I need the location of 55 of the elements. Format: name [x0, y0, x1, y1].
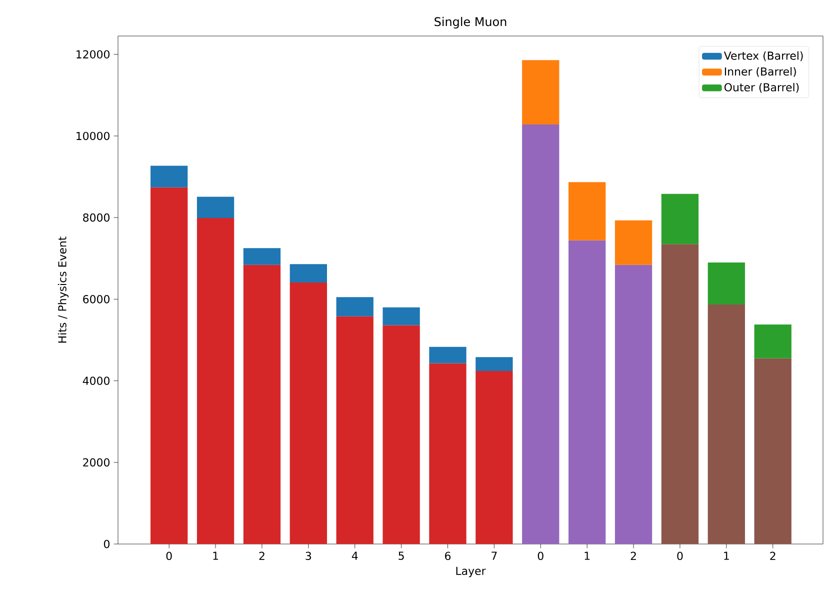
y-tick-label: 0 — [104, 540, 110, 548]
bar — [290, 264, 327, 282]
bar — [522, 124, 560, 544]
legend-label: Vertex (Barrel) — [724, 51, 803, 62]
y-tick-label: 10000 — [76, 132, 110, 140]
bar — [754, 358, 792, 544]
chart-title: Single Muon — [434, 16, 506, 28]
x-tick-label: 5 — [398, 552, 404, 560]
bar — [150, 166, 188, 188]
x-tick-label: 0 — [538, 552, 544, 560]
bar — [754, 324, 792, 358]
bar — [708, 304, 745, 544]
bar — [429, 346, 466, 364]
bar — [708, 262, 745, 304]
bar — [476, 357, 513, 371]
bar — [150, 187, 188, 544]
x-tick-label: 4 — [352, 552, 358, 560]
x-tick-label: 0 — [166, 552, 172, 560]
x-tick-label: 2 — [630, 552, 636, 560]
bar — [614, 264, 652, 544]
bar — [476, 370, 513, 544]
x-tick-label: 2 — [770, 552, 776, 560]
y-tick-label: 4000 — [82, 376, 110, 385]
bar — [290, 282, 327, 544]
legend-label: Outer (Barrel) — [724, 82, 799, 93]
x-tick-label: 1 — [584, 552, 590, 560]
legend-label: Inner (Barrel) — [724, 67, 796, 77]
x-tick-label: 6 — [445, 552, 451, 560]
y-tick-label: 12000 — [76, 50, 110, 58]
bar — [429, 363, 466, 544]
y-axis-title: Hits / Physics Event — [58, 236, 69, 343]
bar — [243, 264, 281, 544]
x-tick-label: 2 — [259, 552, 264, 560]
y-tick-label: 6000 — [83, 295, 110, 304]
bar — [522, 60, 560, 125]
x-tick-label: 0 — [677, 552, 683, 560]
bar — [336, 316, 374, 544]
y-tick-label: 8000 — [83, 213, 110, 222]
bar — [661, 194, 699, 244]
bar — [336, 297, 374, 316]
bar — [196, 218, 234, 544]
bar — [382, 307, 420, 326]
x-tick-label: 1 — [213, 552, 218, 560]
y-tick-label: 2000 — [83, 458, 110, 467]
bar — [568, 240, 606, 544]
x-axis-title: Layer — [456, 566, 486, 578]
bar — [382, 325, 420, 544]
x-tick-label: 3 — [306, 552, 312, 560]
bar — [568, 182, 606, 240]
bar — [614, 220, 652, 265]
x-tick-label: 7 — [492, 552, 497, 560]
bar — [243, 248, 281, 265]
bar — [196, 196, 234, 218]
x-tick-label: 1 — [724, 552, 729, 560]
bar — [661, 244, 699, 544]
